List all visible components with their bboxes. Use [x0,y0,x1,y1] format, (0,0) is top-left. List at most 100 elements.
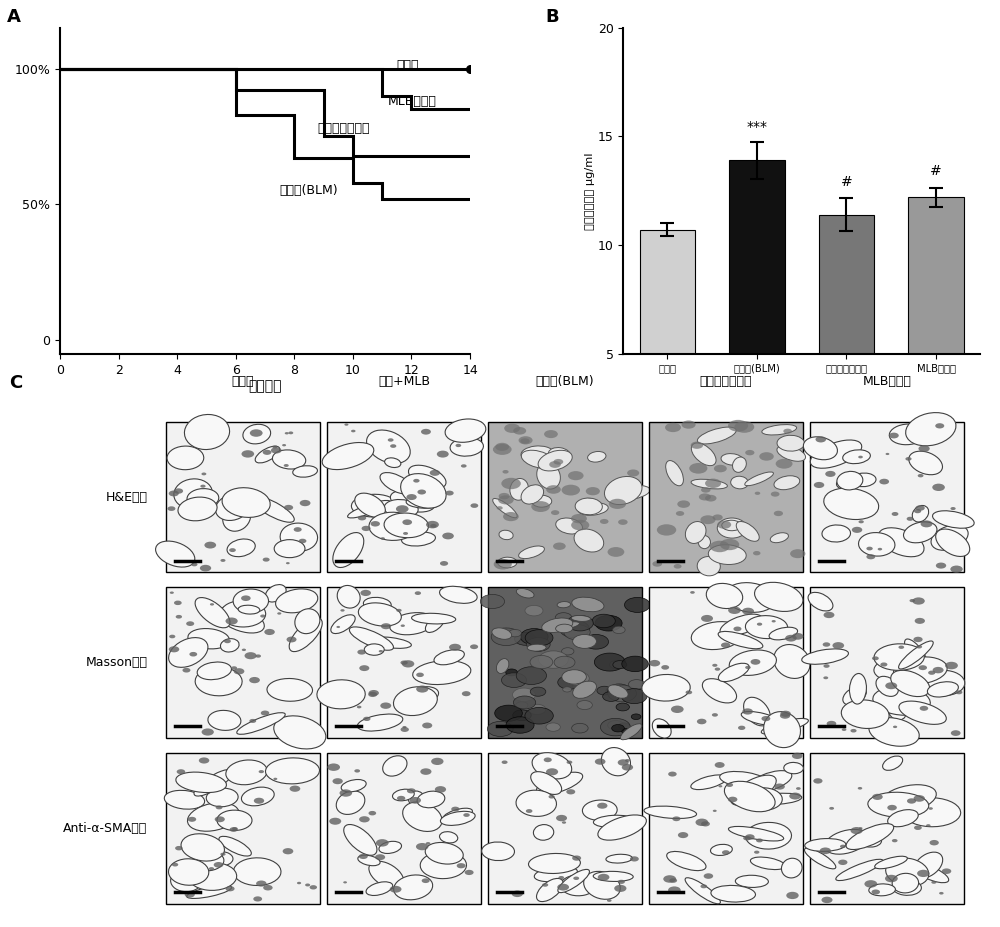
Circle shape [772,620,776,622]
Ellipse shape [578,503,608,515]
Circle shape [175,846,183,850]
Ellipse shape [824,489,879,519]
Circle shape [613,661,627,668]
Circle shape [241,451,254,458]
Ellipse shape [445,419,486,442]
Ellipse shape [909,451,942,475]
Circle shape [701,615,713,622]
Circle shape [259,770,264,773]
Ellipse shape [557,602,571,608]
Circle shape [567,760,572,764]
Circle shape [214,862,223,868]
Circle shape [699,493,711,501]
Ellipse shape [450,438,483,456]
Circle shape [442,533,454,540]
Circle shape [188,817,196,822]
Ellipse shape [349,627,393,650]
Circle shape [340,609,345,612]
Ellipse shape [558,870,589,893]
Ellipse shape [390,490,435,512]
Ellipse shape [720,614,762,636]
Circle shape [506,669,517,676]
Circle shape [416,843,428,850]
Circle shape [566,789,575,794]
Circle shape [396,609,402,612]
Ellipse shape [593,871,633,882]
Circle shape [935,424,944,428]
Circle shape [255,654,261,657]
Ellipse shape [572,597,604,612]
Circle shape [273,778,277,780]
Ellipse shape [169,638,208,667]
Text: 对照组: 对照组 [397,59,419,72]
FancyBboxPatch shape [166,422,320,572]
Circle shape [495,705,522,721]
Circle shape [715,762,725,768]
Circle shape [609,499,626,509]
Circle shape [567,616,593,631]
Circle shape [728,796,737,802]
Ellipse shape [899,701,946,724]
Circle shape [564,625,590,640]
Ellipse shape [406,498,439,508]
Circle shape [714,464,727,473]
Circle shape [919,666,927,670]
Circle shape [406,494,417,500]
Ellipse shape [774,644,810,679]
Circle shape [613,627,625,633]
Ellipse shape [685,878,720,904]
Circle shape [668,886,681,894]
Circle shape [838,859,847,865]
Bar [640,230,695,463]
Circle shape [422,722,432,729]
Ellipse shape [574,529,604,552]
Circle shape [509,629,521,637]
Circle shape [864,880,877,888]
Circle shape [182,667,190,673]
Ellipse shape [755,794,802,805]
Ellipse shape [532,753,572,779]
Circle shape [745,450,754,455]
Circle shape [616,703,629,711]
Circle shape [381,537,385,540]
Ellipse shape [188,629,229,649]
Ellipse shape [537,879,563,902]
Ellipse shape [267,679,313,701]
Ellipse shape [355,493,385,517]
Circle shape [892,839,898,843]
Circle shape [422,879,430,883]
Ellipse shape [859,834,882,847]
Ellipse shape [859,533,895,556]
Circle shape [789,793,801,800]
Circle shape [565,671,589,685]
Circle shape [290,785,300,792]
Circle shape [813,779,823,783]
Ellipse shape [492,628,512,640]
Circle shape [780,713,790,718]
Ellipse shape [906,413,956,446]
Ellipse shape [666,461,683,486]
Ellipse shape [575,498,602,514]
Ellipse shape [168,858,209,885]
Ellipse shape [598,815,646,840]
Ellipse shape [770,533,788,542]
Ellipse shape [533,825,554,840]
Ellipse shape [385,458,401,467]
Ellipse shape [571,616,591,621]
Ellipse shape [606,855,632,863]
Ellipse shape [367,430,410,464]
Ellipse shape [697,556,720,576]
Circle shape [594,653,625,671]
Circle shape [263,557,270,562]
Ellipse shape [936,529,970,556]
Ellipse shape [379,842,402,854]
Ellipse shape [434,650,464,665]
Ellipse shape [493,499,517,518]
Ellipse shape [227,539,255,557]
Ellipse shape [843,450,870,464]
Ellipse shape [351,494,397,517]
Circle shape [375,854,385,860]
Circle shape [928,807,933,810]
Ellipse shape [755,582,803,612]
FancyBboxPatch shape [810,422,964,572]
